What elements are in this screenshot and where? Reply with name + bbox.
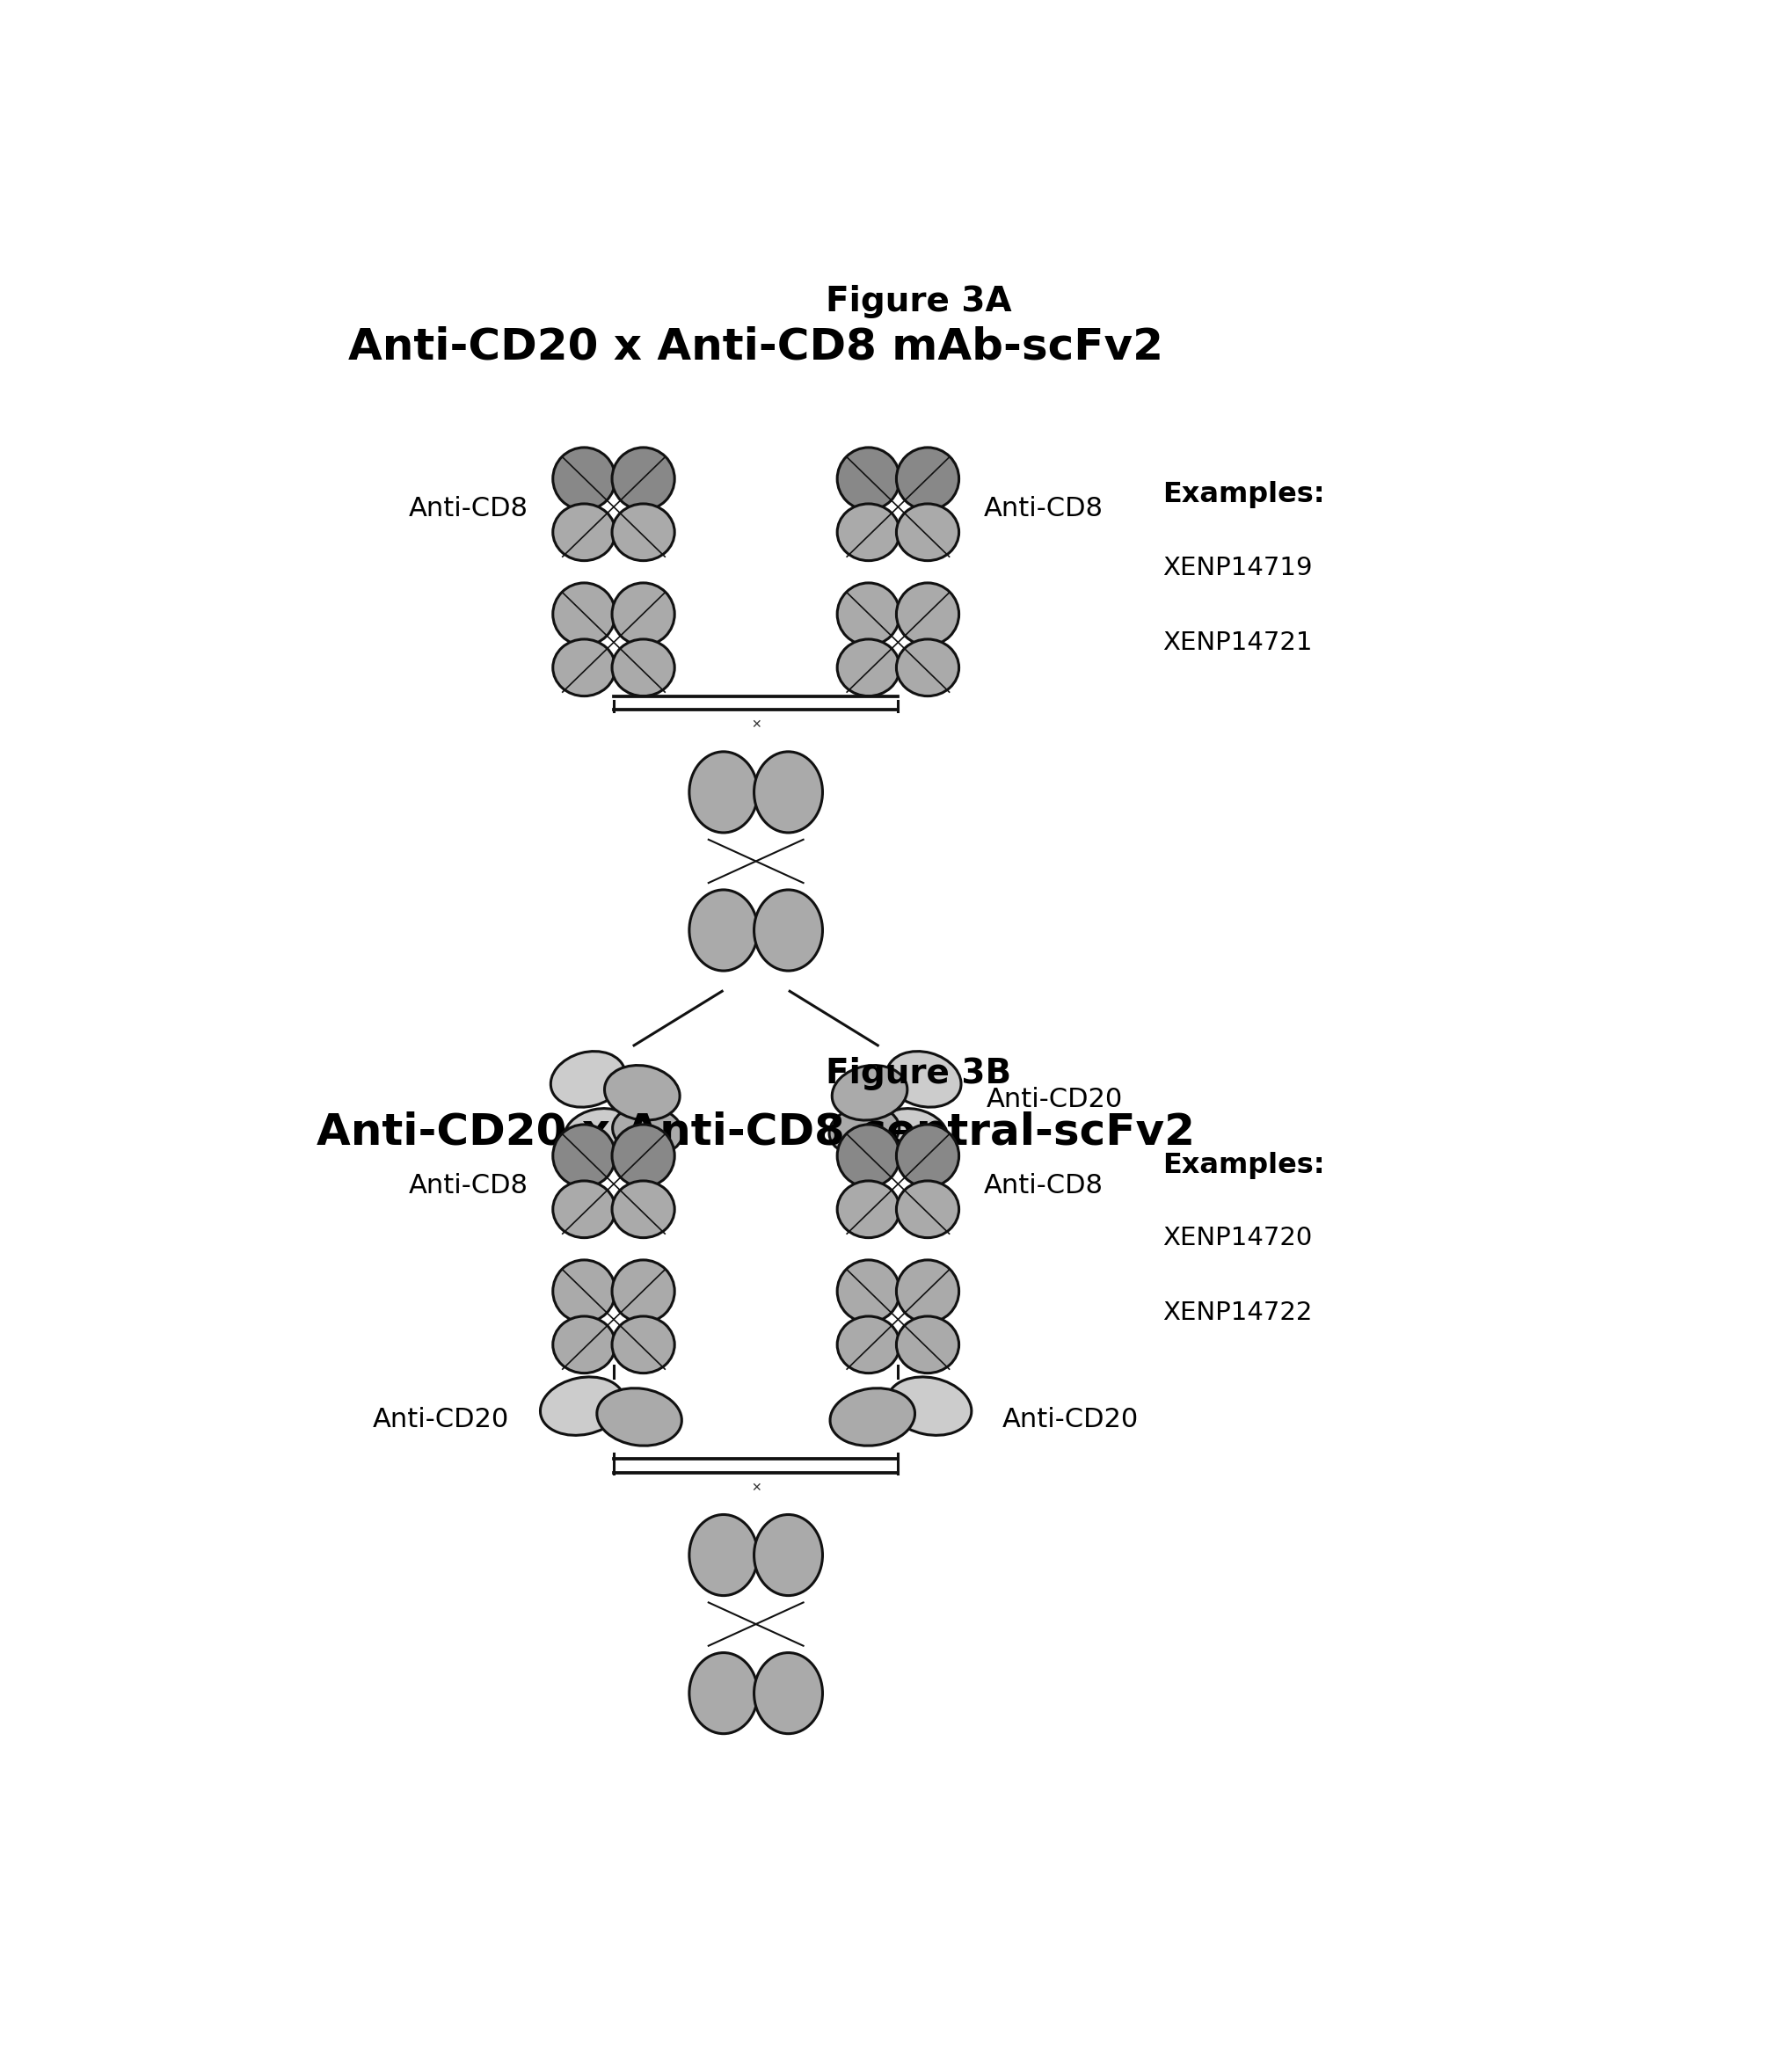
Ellipse shape (554, 583, 615, 645)
Ellipse shape (690, 1515, 758, 1595)
Ellipse shape (837, 1261, 900, 1322)
Ellipse shape (896, 1124, 959, 1187)
Ellipse shape (837, 504, 900, 561)
Text: Anti-CD20: Anti-CD20 (1004, 1406, 1140, 1433)
Ellipse shape (837, 1316, 900, 1374)
Ellipse shape (830, 1388, 916, 1445)
Ellipse shape (837, 448, 900, 510)
Ellipse shape (554, 1124, 615, 1187)
Ellipse shape (754, 1652, 823, 1734)
Ellipse shape (564, 1109, 634, 1159)
Text: XENP14722: XENP14722 (1163, 1300, 1312, 1324)
Ellipse shape (837, 1181, 900, 1238)
Ellipse shape (554, 504, 615, 561)
Text: ✕: ✕ (751, 718, 762, 731)
Ellipse shape (831, 1064, 907, 1120)
Ellipse shape (837, 583, 900, 645)
Text: Figure 3A: Figure 3A (826, 285, 1011, 319)
Ellipse shape (896, 1261, 959, 1322)
Ellipse shape (896, 1316, 959, 1374)
Ellipse shape (613, 1181, 674, 1238)
Text: Anti-CD20: Anti-CD20 (986, 1087, 1122, 1112)
Text: ✕: ✕ (751, 1482, 762, 1494)
Ellipse shape (613, 583, 674, 645)
Ellipse shape (887, 1378, 971, 1435)
Text: Anti-CD8: Anti-CD8 (409, 495, 529, 522)
Ellipse shape (554, 1261, 615, 1322)
Text: Anti-CD8: Anti-CD8 (984, 495, 1104, 522)
Ellipse shape (541, 1378, 625, 1435)
Ellipse shape (896, 639, 959, 696)
Ellipse shape (754, 1515, 823, 1595)
Ellipse shape (613, 1261, 674, 1322)
Ellipse shape (896, 583, 959, 645)
Ellipse shape (896, 1181, 959, 1238)
Ellipse shape (554, 1316, 615, 1374)
Ellipse shape (613, 1316, 674, 1374)
Ellipse shape (896, 448, 959, 510)
Ellipse shape (830, 1105, 900, 1155)
Ellipse shape (613, 448, 674, 510)
Ellipse shape (554, 1181, 615, 1238)
Ellipse shape (837, 1124, 900, 1187)
Ellipse shape (554, 639, 615, 696)
Text: XENP14720: XENP14720 (1163, 1226, 1312, 1251)
Ellipse shape (754, 890, 823, 970)
Ellipse shape (896, 504, 959, 561)
Ellipse shape (887, 1052, 961, 1107)
Ellipse shape (690, 890, 758, 970)
Ellipse shape (613, 1105, 683, 1155)
Text: Anti-CD8: Anti-CD8 (409, 1173, 529, 1197)
Ellipse shape (613, 1124, 674, 1187)
Ellipse shape (690, 1652, 758, 1734)
Ellipse shape (878, 1109, 948, 1159)
Ellipse shape (554, 448, 615, 510)
Text: Anti-CD20 x Anti-CD8 mAb-scFv2: Anti-CD20 x Anti-CD8 mAb-scFv2 (348, 325, 1163, 368)
Text: Anti-CD20: Anti-CD20 (373, 1406, 509, 1433)
Ellipse shape (597, 1388, 681, 1445)
Text: XENP14719: XENP14719 (1163, 555, 1312, 581)
Text: Examples:: Examples: (1163, 1152, 1324, 1179)
Text: Anti-CD8: Anti-CD8 (984, 1173, 1104, 1197)
Text: XENP14721: XENP14721 (1163, 630, 1312, 655)
Text: Examples:: Examples: (1163, 481, 1324, 508)
Text: Anti-CD20 x Anti-CD8 central-scFv2: Anti-CD20 x Anti-CD8 central-scFv2 (317, 1112, 1195, 1152)
Text: Figure 3B: Figure 3B (826, 1056, 1011, 1091)
Ellipse shape (690, 751, 758, 833)
Ellipse shape (837, 639, 900, 696)
Ellipse shape (754, 751, 823, 833)
Ellipse shape (604, 1064, 679, 1120)
Ellipse shape (613, 504, 674, 561)
Ellipse shape (550, 1052, 625, 1107)
Ellipse shape (613, 639, 674, 696)
